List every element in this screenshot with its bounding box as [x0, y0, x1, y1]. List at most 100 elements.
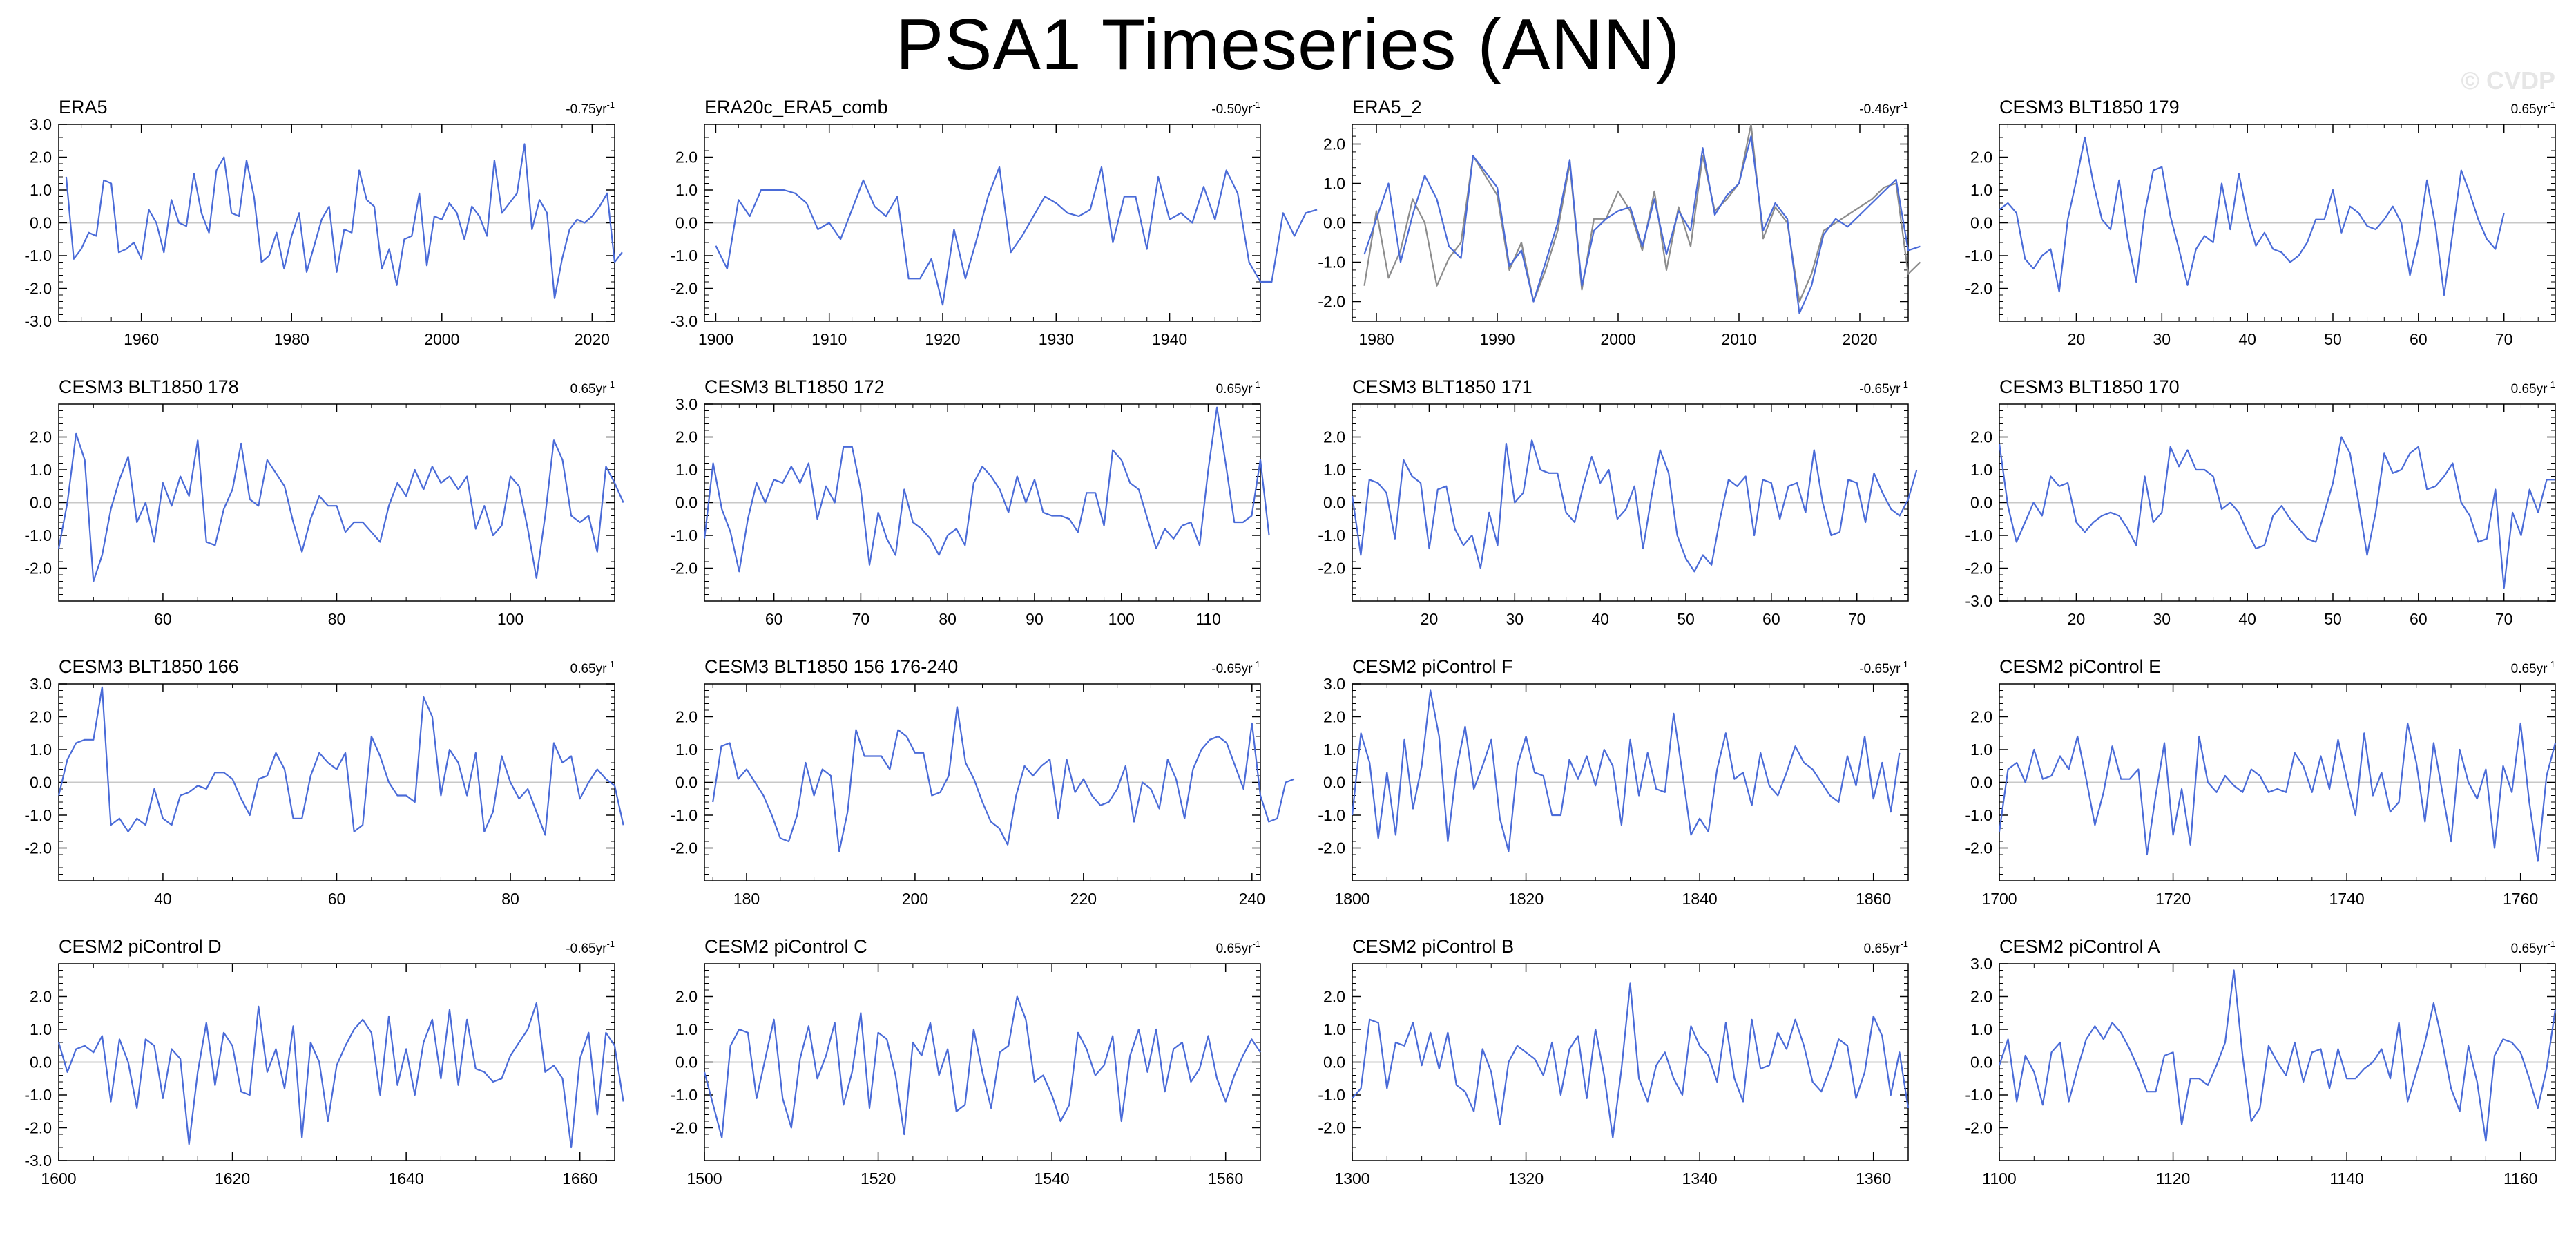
series-line [1998, 722, 2557, 862]
y-tick-label: -2.0 [670, 280, 698, 298]
chart-panel-4: CESM3 BLT1850 179 0.65yr-1 2.0 1.0 0.0 -1.0 -2… [1965, 83, 2576, 373]
y-tick-label: 0.0 [1323, 774, 1345, 792]
x-tick-label: 1500 [686, 1170, 722, 1188]
series-line [57, 432, 624, 582]
series-line [712, 706, 1295, 852]
y-tick-label: 2.0 [30, 988, 52, 1006]
y-tick-label: -1.0 [670, 526, 698, 544]
chart-svg: ERA20c_ERA5_comb -0.50yr-1 2.0 1.0 0.0 -1.0 -2… [670, 97, 1318, 348]
series-line [57, 1002, 624, 1149]
x-tick-label: 40 [1591, 610, 1609, 628]
y-tick-label: -2.0 [670, 1119, 698, 1137]
y-tick-label: 0.0 [1323, 214, 1345, 232]
chart-panel-16: CESM2 piControl A 0.65yr-1 3.0 2.0 1.0 0.0 -1.… [1965, 922, 2576, 1212]
y-tick-label: 3.0 [1970, 955, 1992, 973]
y-tick-label: 1.0 [675, 741, 698, 759]
y-tick-label: 0.0 [675, 494, 698, 512]
chart-svg: CESM3 BLT1850 178 0.65yr-1 2.0 1.0 0.0 -1.0 -2… [24, 377, 624, 628]
x-tick-label: 2020 [575, 330, 610, 348]
chart-svg: ERA5 -0.75yr-1 3.0 2.0 1.0 0.0 -1.0 -2.0 -3.0 196… [24, 97, 623, 348]
x-tick-label: 1160 [2503, 1170, 2537, 1188]
x-tick-label: 50 [2324, 330, 2342, 348]
panel-title: ERA5 [59, 97, 108, 117]
y-tick-label: -2.0 [670, 560, 698, 578]
trend-value: 0.65yr [570, 382, 607, 397]
x-tick-label: 1720 [2155, 890, 2191, 908]
x-tick-label: 40 [2238, 610, 2256, 628]
trend-value: -0.46yr [1859, 102, 1901, 117]
x-tick-label: 200 [902, 890, 928, 908]
x-tick-label: 1820 [1508, 890, 1544, 908]
trend-superscript: -1 [2547, 939, 2555, 949]
chart-panel-1: ERA5 -0.75yr-1 3.0 2.0 1.0 0.0 -1.0 -2.0 -3.0 196… [24, 83, 666, 373]
x-tick-label: 70 [2495, 330, 2513, 348]
chart-svg: CESM3 BLT1850 166 0.65yr-1 3.0 2.0 1.0 0.0 -1.… [24, 656, 624, 908]
y-tick-label: -2.0 [1318, 839, 1345, 857]
x-tick-label: 1560 [1208, 1170, 1243, 1188]
x-tick-label: 1930 [1039, 330, 1074, 348]
trend-label: 0.65yr-1 [2511, 659, 2555, 676]
y-tick-label: -2.0 [24, 560, 52, 578]
y-tick-label: -2.0 [24, 1119, 52, 1137]
chart-svg: CESM2 piControl E 0.65yr-1 2.0 1.0 0.0 -1.0 -2… [1965, 656, 2557, 908]
y-tick-label: 2.0 [30, 149, 52, 166]
series-line [715, 166, 1318, 306]
y-tick-label: 3.0 [30, 675, 52, 693]
y-tick-label: -1.0 [1965, 247, 1992, 265]
trend-value: 0.65yr [2511, 102, 2548, 117]
y-tick-label: -3.0 [24, 1152, 52, 1170]
y-tick-label: -2.0 [1318, 1119, 1345, 1137]
x-tick-label: 1120 [2156, 1170, 2190, 1188]
x-tick-label: 1320 [1508, 1170, 1544, 1188]
x-tick-label: 1640 [389, 1170, 424, 1188]
trend-superscript: -1 [1252, 659, 1260, 669]
x-tick-label: 1340 [1682, 1170, 1718, 1188]
trend-label: -0.65yr-1 [1859, 379, 1908, 397]
y-tick-label: 2.0 [675, 708, 698, 726]
x-tick-label: 90 [1026, 610, 1044, 628]
trend-value: 0.65yr [570, 662, 607, 676]
x-tick-label: 180 [733, 890, 760, 908]
y-tick-label: 1.0 [1970, 1020, 1992, 1038]
panel-title: CESM3 BLT1850 179 [1999, 97, 2180, 117]
x-tick-label: 60 [154, 610, 172, 628]
trend-superscript: -1 [606, 379, 615, 390]
y-tick-label: 0.0 [1970, 494, 1992, 512]
y-tick-label: -1.0 [1318, 254, 1345, 271]
trend-label: -0.50yr-1 [1211, 99, 1260, 117]
y-tick-label: 2.0 [675, 428, 698, 446]
trend-value: 0.65yr [1216, 942, 1253, 956]
chart-svg: CESM2 piControl D -0.65yr-1 2.0 1.0 0.0 -1.0 -… [24, 936, 624, 1188]
x-tick-label: 1300 [1334, 1170, 1369, 1188]
chart-panel-8: CESM3 BLT1850 170 0.65yr-1 2.0 1.0 0.0 -1.0 -2… [1965, 363, 2576, 653]
trend-value: -0.50yr [1211, 102, 1253, 117]
series-line [65, 143, 623, 299]
chart-svg: CESM2 piControl B 0.65yr-1 2.0 1.0 0.0 -1.0 -2… [1318, 936, 1910, 1188]
y-tick-label: 3.0 [30, 115, 52, 133]
y-tick-label: -2.0 [1318, 293, 1345, 311]
trend-superscript: -1 [1252, 939, 1260, 949]
x-tick-label: 50 [1677, 610, 1695, 628]
trend-value: 0.65yr [2511, 382, 2548, 397]
trend-label: 0.65yr-1 [2511, 99, 2555, 117]
y-tick-label: 1.0 [1323, 741, 1345, 759]
y-tick-label: 2.0 [30, 708, 52, 726]
y-tick-label: 2.0 [1323, 988, 1345, 1006]
panel-title: CESM2 piControl F [1352, 656, 1513, 677]
panel-title: CESM3 BLT1850 171 [1352, 377, 1532, 397]
y-tick-label: 0.0 [675, 1054, 698, 1071]
trend-superscript: -1 [1252, 379, 1260, 390]
y-tick-label: -1.0 [24, 526, 52, 544]
x-tick-label: 1960 [124, 330, 159, 348]
x-tick-label: 70 [852, 610, 870, 628]
trend-superscript: -1 [606, 939, 615, 949]
series-line [1363, 135, 1921, 314]
chart-svg: CESM2 piControl C 0.65yr-1 2.0 1.0 0.0 -1.0 -2… [670, 936, 1261, 1188]
x-tick-label: 1900 [698, 330, 733, 348]
x-tick-label: 1740 [2329, 890, 2365, 908]
y-tick-label: 2.0 [1323, 708, 1345, 726]
chart-svg: CESM3 BLT1850 156 176-240 -0.65yr-1 2.0 1.0… [670, 656, 1295, 908]
y-tick-label: 0.0 [1323, 1054, 1345, 1071]
trend-label: -0.65yr-1 [1211, 659, 1260, 676]
x-tick-label: 1140 [2329, 1170, 2363, 1188]
